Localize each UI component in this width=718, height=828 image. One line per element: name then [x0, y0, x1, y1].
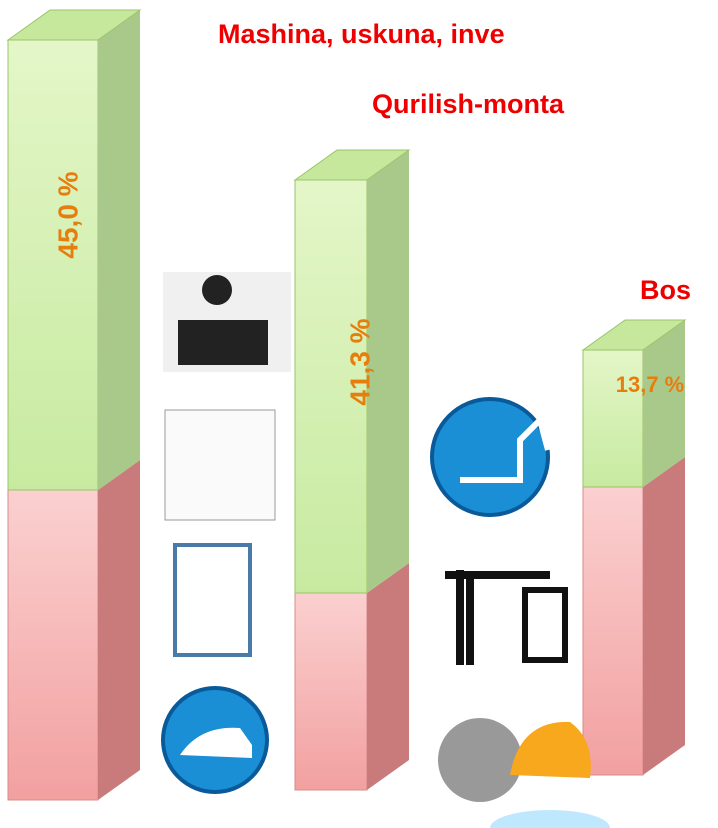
- bar-side: [98, 10, 140, 490]
- building-icon: [522, 587, 568, 663]
- robot-icon: [173, 543, 252, 657]
- bar-side: [367, 150, 409, 593]
- bar-base-side: [367, 563, 409, 790]
- icons: [161, 272, 610, 828]
- bar-base: [294, 592, 368, 791]
- value-label: 13,7 %: [616, 372, 685, 397]
- bar-side: [643, 320, 685, 487]
- bar-top: [6, 9, 142, 41]
- bar-top: [581, 319, 687, 351]
- value-label: 41,3 %: [344, 318, 375, 405]
- excavator-shape: [460, 414, 551, 483]
- bars: [6, 9, 687, 801]
- excavator-icon: [430, 397, 550, 517]
- category-title: Bos: [640, 275, 691, 305]
- category-title: Qurilish-monta: [372, 89, 565, 119]
- bar-top: [293, 149, 411, 181]
- brick-wall: [178, 320, 268, 365]
- car-shape: [180, 727, 252, 758]
- bar-base-side: [643, 457, 685, 775]
- crane-icon: [445, 570, 550, 665]
- value-label: 45,0 %: [52, 171, 83, 258]
- gear-icon: [438, 718, 522, 802]
- labels: 45,0 % Mashina, uskuna, inve 41,3 % Qurilis…: [52, 19, 691, 405]
- glow: [490, 810, 610, 828]
- bar: [582, 349, 644, 488]
- category-title: Mashina, uskuna, inve: [218, 19, 505, 49]
- tools-icon: [164, 409, 276, 521]
- helmet-icon: [510, 721, 591, 778]
- bar: [7, 39, 99, 491]
- bar-base-side: [98, 460, 140, 800]
- bar-base: [7, 489, 99, 801]
- bar-base: [582, 486, 644, 776]
- worker-head: [202, 275, 232, 305]
